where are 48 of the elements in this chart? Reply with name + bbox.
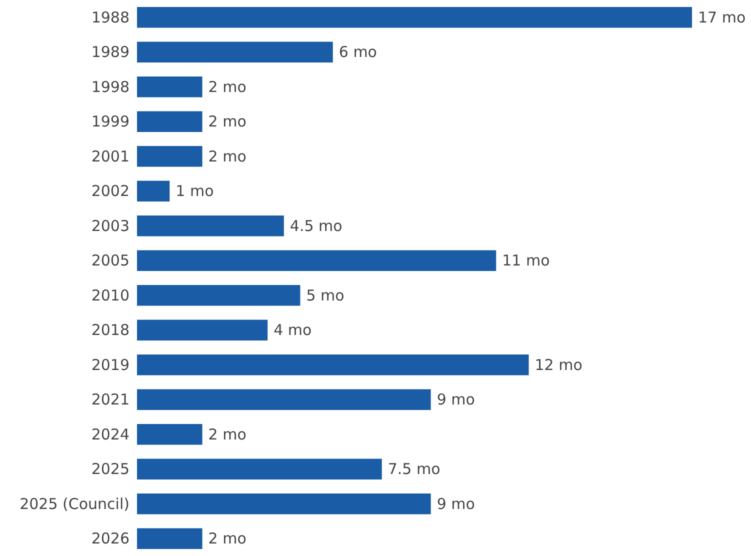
bar bbox=[137, 42, 333, 63]
data-label: 2 mo bbox=[208, 530, 246, 548]
data-label: 12 mo bbox=[534, 356, 582, 374]
data-label: 2 mo bbox=[208, 78, 246, 96]
data-label: 4.5 mo bbox=[290, 216, 342, 235]
y-tick-label: 2019 bbox=[91, 356, 130, 374]
y-tick-label: 2010 bbox=[91, 286, 130, 304]
data-label: 7.5 mo bbox=[388, 460, 440, 478]
data-label: 2 mo bbox=[208, 425, 246, 444]
bar bbox=[137, 354, 529, 376]
bar bbox=[137, 146, 202, 167]
y-tick-label: 1999 bbox=[91, 112, 130, 131]
y-tick-label: 2025 bbox=[91, 460, 130, 478]
data-label: 9 mo bbox=[436, 494, 475, 513]
y-tick-label: 2002 bbox=[91, 182, 130, 200]
data-label: 9 mo bbox=[436, 390, 475, 409]
data-label: 2 mo bbox=[208, 147, 246, 166]
y-tick-label: 2024 bbox=[91, 425, 130, 444]
y-tick-label: 1989 bbox=[91, 43, 130, 62]
bar bbox=[137, 389, 431, 410]
bar bbox=[137, 215, 284, 236]
bar bbox=[137, 320, 268, 341]
bar bbox=[137, 180, 170, 202]
data-label: 2 mo bbox=[208, 112, 246, 131]
data-label: 11 mo bbox=[502, 252, 550, 270]
y-tick-label: 2026 bbox=[91, 530, 130, 548]
bar bbox=[137, 528, 202, 550]
y-tick-label: 2005 bbox=[91, 252, 130, 270]
bar bbox=[137, 76, 202, 98]
bar bbox=[137, 111, 202, 132]
y-tick-label: 2018 bbox=[91, 321, 130, 340]
data-label: 4 mo bbox=[274, 321, 312, 340]
bar bbox=[137, 284, 300, 306]
y-tick-label: 2021 bbox=[91, 390, 130, 409]
data-label: 5 mo bbox=[306, 286, 344, 304]
y-tick-label: 2003 bbox=[91, 216, 130, 235]
y-tick-label: 1988 bbox=[91, 8, 130, 26]
bar bbox=[137, 424, 202, 445]
bar bbox=[137, 458, 382, 480]
data-label: 1 mo bbox=[176, 182, 214, 200]
data-label: 17 mo bbox=[698, 8, 746, 26]
y-tick-label: 2025 (Council) bbox=[20, 494, 130, 513]
bar bbox=[137, 493, 431, 514]
bar bbox=[137, 6, 692, 28]
y-tick-label: 2001 bbox=[91, 147, 130, 166]
bar bbox=[137, 250, 496, 272]
y-tick-label: 1998 bbox=[91, 78, 130, 96]
data-label: 6 mo bbox=[338, 43, 377, 62]
